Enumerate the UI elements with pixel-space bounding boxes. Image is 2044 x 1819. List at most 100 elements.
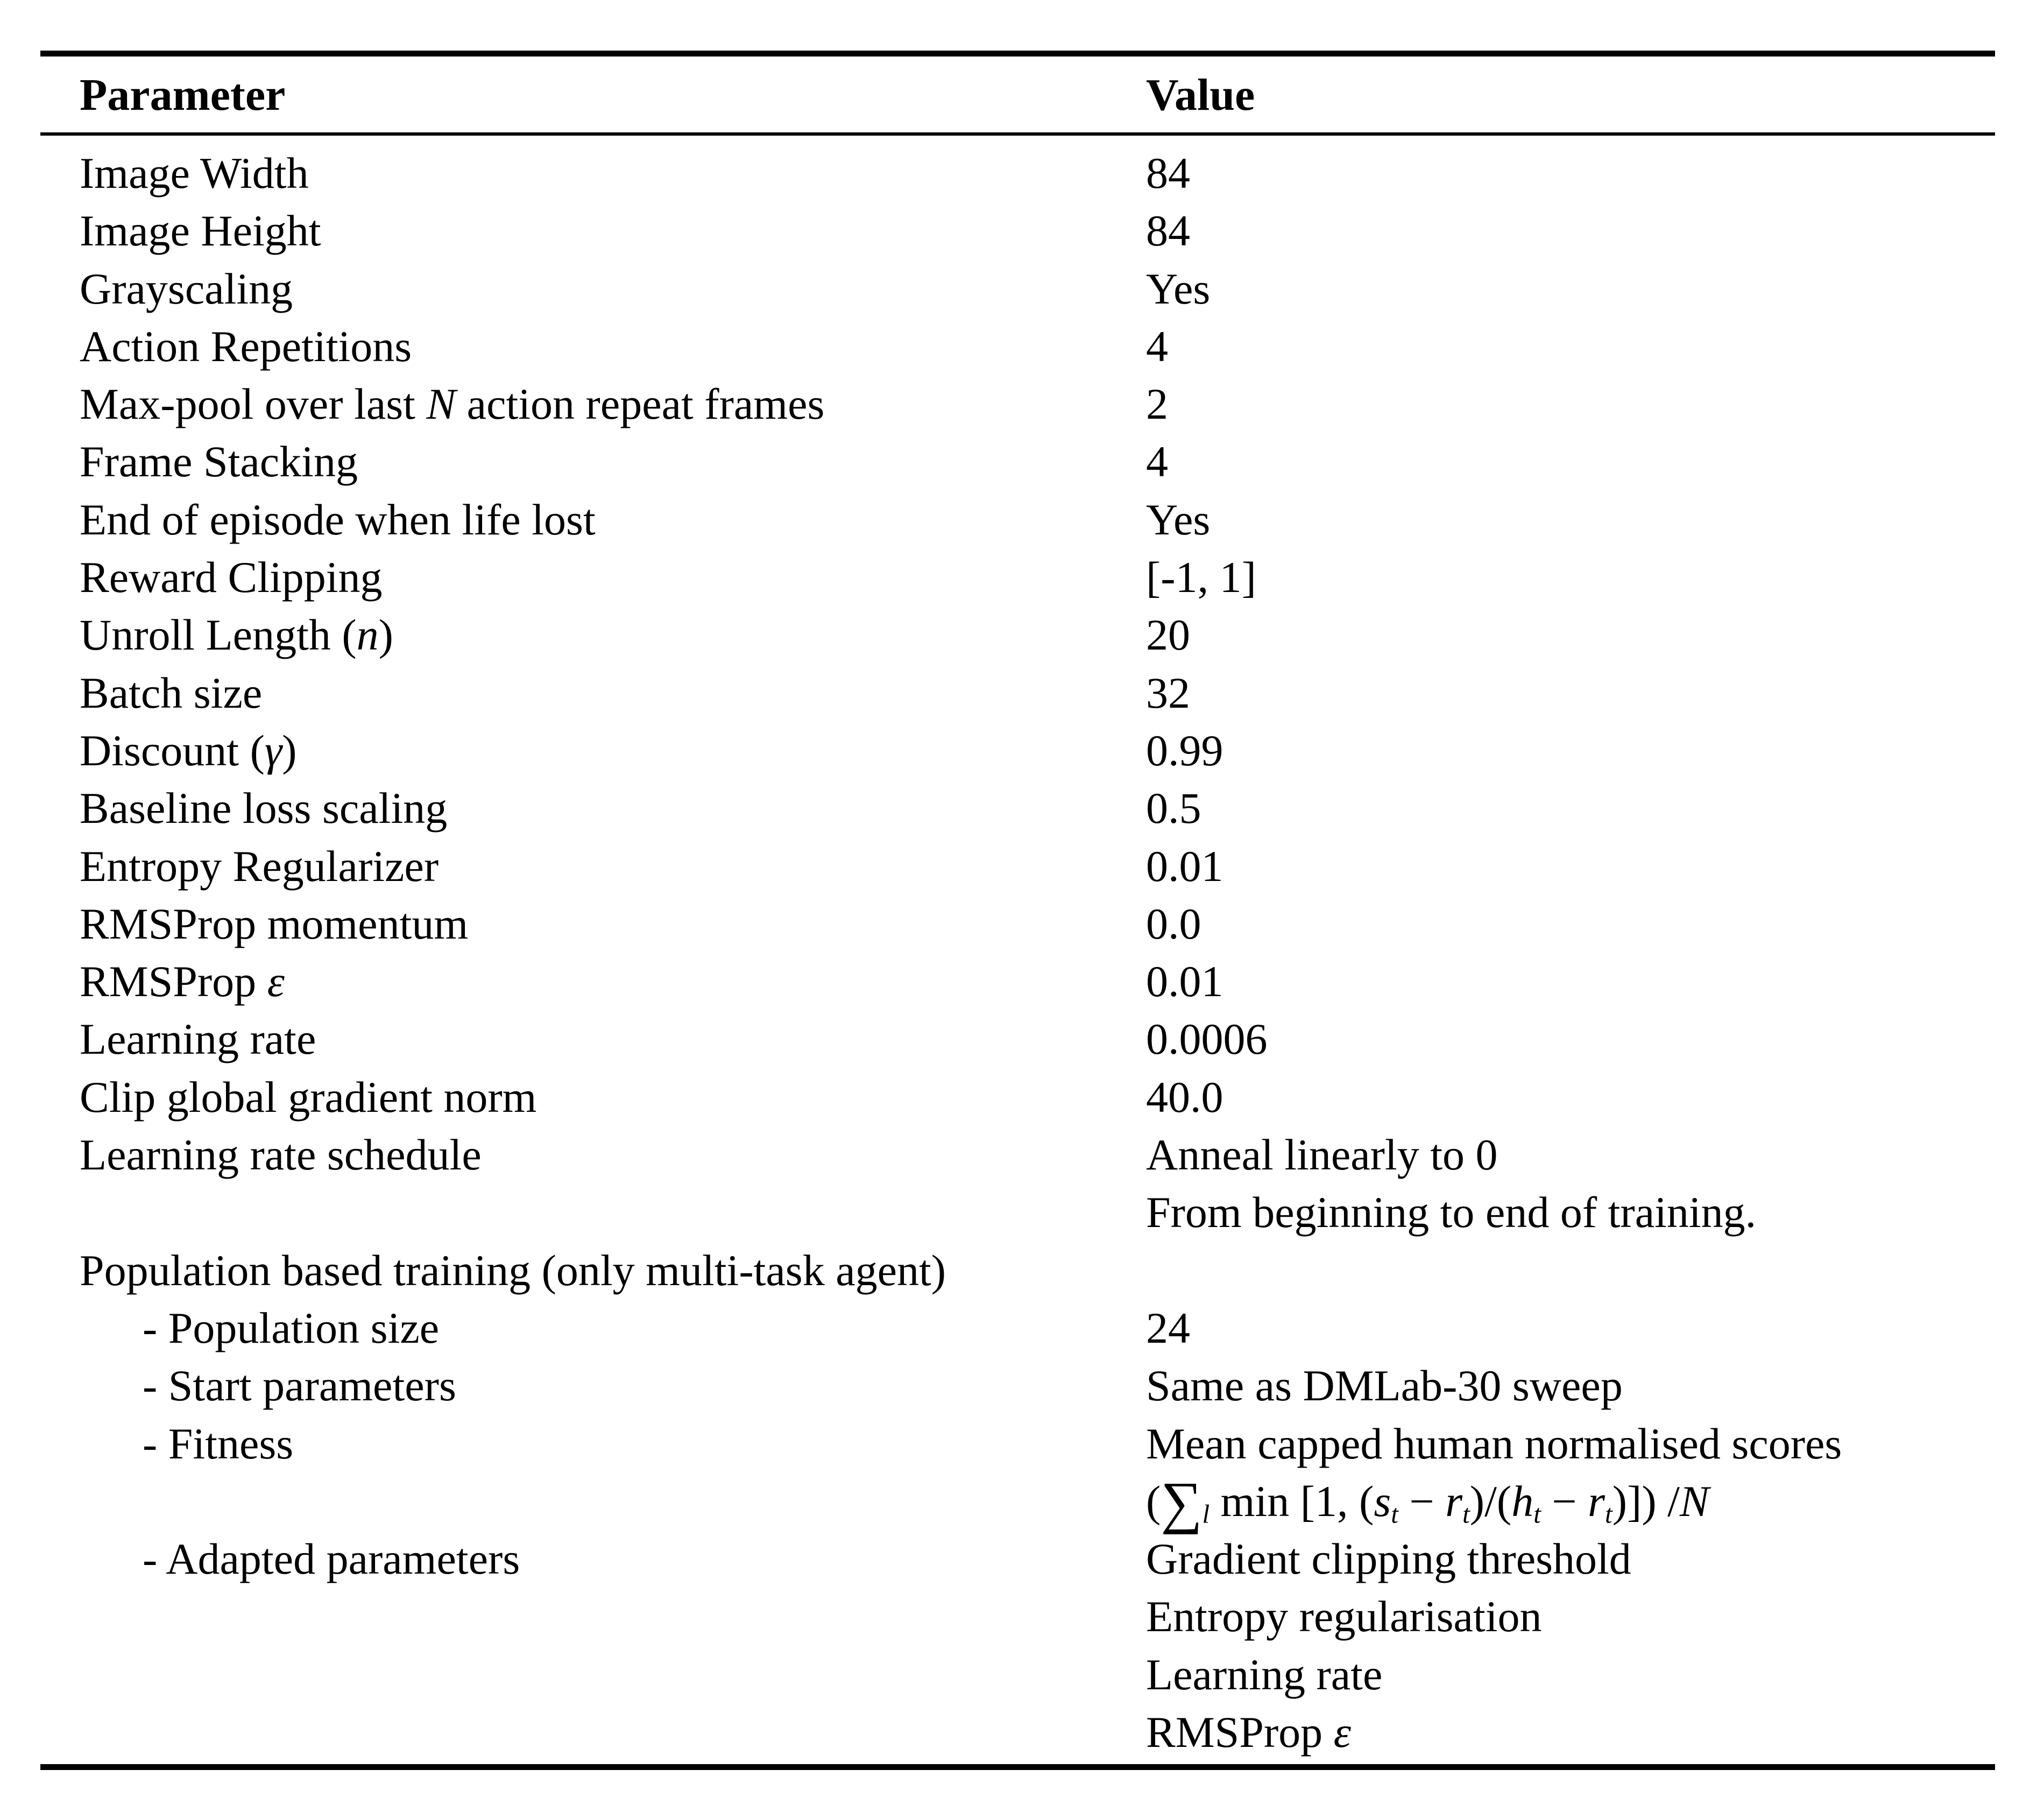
table-row: - Start parameters Same as DMLab-30 sweep — [0, 1357, 2044, 1414]
math-symbol-gamma: γ — [264, 725, 282, 775]
math-symbol-epsilon: ε — [1333, 1708, 1351, 1757]
param-cell: Batch size — [80, 668, 263, 717]
param-cell — [80, 1646, 1146, 1703]
param-cell-indented: - Start parameters — [143, 1361, 456, 1411]
math-symbol-r: r — [1588, 1476, 1606, 1526]
table-row: Entropy regularisation — [0, 1588, 2044, 1645]
value-cell: 0.99 — [1146, 725, 1223, 775]
param-cell: Baseline loss scaling — [80, 784, 448, 833]
table-row: Batch size 32 — [0, 664, 2044, 722]
param-cell: RMSProp momentum — [80, 899, 469, 948]
formula-subscript-l: l — [1202, 1499, 1210, 1529]
param-text: ) — [378, 610, 393, 660]
table-row: - Population size 24 — [0, 1299, 2044, 1357]
column-header-parameter: Parameter — [80, 70, 286, 120]
param-cell: Clip global gradient norm — [80, 1072, 537, 1122]
value-cell: 84 — [1146, 206, 1190, 256]
param-cell: Unroll Length (n) — [80, 606, 1146, 664]
table-row: Action Repetitions 4 — [0, 318, 2044, 375]
table-row: Entropy Regularizer 0.01 — [0, 837, 2044, 895]
param-cell: Reward Clipping — [80, 553, 383, 602]
param-cell: Learning rate — [80, 1014, 316, 1064]
value-cell: Same as DMLab-30 sweep — [1146, 1361, 1623, 1411]
param-cell: Frame Stacking — [80, 437, 358, 487]
formula-text: − — [1398, 1476, 1446, 1526]
value-cell: 32 — [1146, 668, 1190, 717]
value-cell: Mean capped human normalised scores — [1146, 1419, 1842, 1468]
math-symbol-r: r — [1445, 1476, 1463, 1526]
param-cell: Action Repetitions — [80, 321, 412, 371]
param-cell: Population based training (only multi-ta… — [80, 1245, 946, 1295]
value-cell: 40.0 — [1146, 1072, 1223, 1122]
value-cell: 0.01 — [1146, 841, 1223, 891]
table-row: Baseline loss scaling 0.5 — [0, 779, 2044, 837]
table-row: Clip global gradient norm 40.0 — [0, 1068, 2044, 1126]
value-cell: RMSProp ε — [1146, 1703, 2007, 1761]
param-text: Discount ( — [80, 725, 265, 775]
param-cell: Grayscaling — [80, 264, 293, 313]
value-cell — [1146, 1242, 2007, 1299]
table-bottom-rule — [40, 1764, 1995, 1770]
formula-subscript-t: t — [1391, 1499, 1398, 1529]
table-row: From beginning to end of training. — [0, 1183, 2044, 1241]
table-row: Unroll Length (n) 20 — [0, 606, 2044, 664]
value-cell: 0.5 — [1146, 784, 1201, 833]
math-symbol-h: h — [1511, 1476, 1534, 1526]
table-row: RMSProp ε 0.01 — [0, 953, 2044, 1010]
value-cell: 4 — [1146, 437, 1168, 487]
formula-subscript-t: t — [1533, 1499, 1541, 1529]
value-cell: 20 — [1146, 610, 1190, 660]
math-symbol-s: s — [1374, 1476, 1391, 1526]
formula-subscript-t: t — [1605, 1499, 1612, 1529]
param-text: RMSProp — [80, 957, 267, 1006]
value-text: RMSProp — [1146, 1708, 1334, 1757]
value-cell: Entropy regularisation — [1146, 1592, 1542, 1641]
param-cell-indented: - Fitness — [143, 1419, 294, 1468]
value-cell: 4 — [1146, 321, 1168, 371]
formula-text: )/( — [1469, 1476, 1512, 1526]
param-cell: Image Width — [80, 149, 309, 198]
value-cell: Yes — [1146, 264, 1211, 313]
formula-text: min [1, ( — [1210, 1476, 1374, 1526]
math-symbol-epsilon: ε — [267, 957, 285, 1006]
param-cell: Discount (γ) — [80, 722, 1146, 779]
param-cell: Image Height — [80, 206, 321, 256]
param-cell — [80, 1183, 1146, 1241]
param-cell-indented: - Population size — [143, 1303, 440, 1352]
table-row: End of episode when life lost Yes — [0, 491, 2044, 548]
value-cell: 0.0006 — [1146, 1014, 1268, 1064]
param-cell: Max-pool over last N action repeat frame… — [80, 375, 1146, 433]
table-row: RMSProp momentum 0.0 — [0, 895, 2044, 953]
param-cell — [80, 1703, 1146, 1761]
value-cell: Yes — [1146, 495, 1211, 544]
value-cell: 0.01 — [1146, 957, 1223, 1006]
math-symbol-n: n — [356, 610, 379, 660]
table-row: Image Width 84 — [0, 144, 2044, 202]
math-symbol-N: N — [426, 379, 456, 429]
value-cell: From beginning to end of training. — [1146, 1188, 1757, 1237]
table-row: Learning rate — [0, 1646, 2044, 1703]
table-row: - Fitness Mean capped human normalised sc… — [0, 1415, 2044, 1472]
value-cell: [-1, 1] — [1146, 553, 1256, 602]
param-text: ) — [282, 725, 297, 775]
value-cell: Gradient clipping threshold — [1146, 1534, 1631, 1584]
table-row: Grayscaling Yes — [0, 260, 2044, 318]
formula-text: ( — [1146, 1476, 1161, 1526]
param-cell — [80, 1588, 1146, 1645]
param-text: action repeat frames — [456, 379, 825, 429]
table-row: Discount (γ) 0.99 — [0, 722, 2044, 779]
summation-symbol: ∑ — [1161, 1470, 1203, 1535]
table-row: Image Height 84 — [0, 202, 2044, 259]
column-header-value: Value — [1146, 70, 1255, 120]
value-cell: 84 — [1146, 149, 1190, 198]
fitness-formula: (∑l min [1, (st − rt)/(ht − rt)]) /N — [1146, 1472, 2007, 1532]
value-cell: 2 — [1146, 379, 1168, 429]
table-row: Max-pool over last N action repeat frame… — [0, 375, 2044, 433]
table-row: Learning rate schedule Anneal linearly to… — [0, 1126, 2044, 1183]
param-cell: RMSProp ε — [80, 953, 1146, 1010]
value-cell: 24 — [1146, 1303, 1190, 1352]
param-cell: Learning rate schedule — [80, 1130, 482, 1180]
table-row: - Adapted parameters Gradient clipping th… — [0, 1530, 2044, 1588]
value-cell: 0.0 — [1146, 899, 1201, 948]
